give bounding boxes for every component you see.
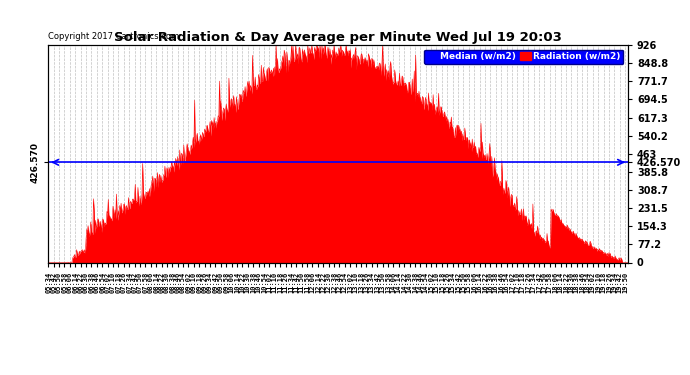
Text: Copyright 2017 Cartronics.com: Copyright 2017 Cartronics.com: [48, 32, 179, 40]
Legend: Median (w/m2), Radiation (w/m2): Median (w/m2), Radiation (w/m2): [424, 50, 623, 64]
Title: Solar Radiation & Day Average per Minute Wed Jul 19 20:03: Solar Radiation & Day Average per Minute…: [114, 31, 562, 44]
